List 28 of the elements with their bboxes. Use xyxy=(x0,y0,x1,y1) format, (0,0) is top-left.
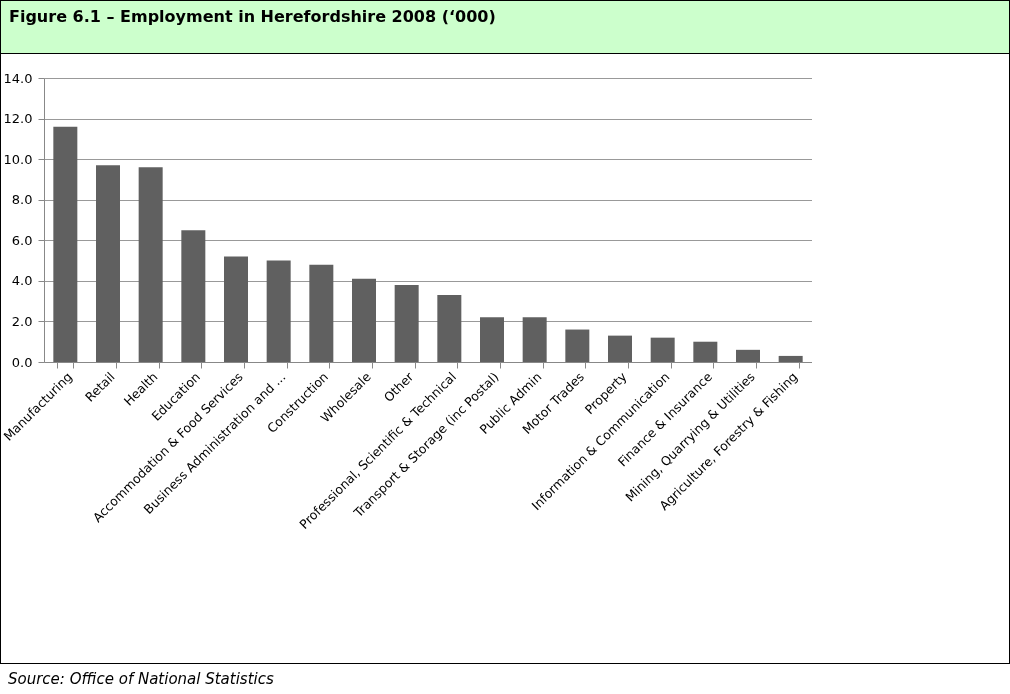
bar xyxy=(181,230,206,362)
y-tick-label: 0.0 xyxy=(11,354,33,370)
bar xyxy=(650,337,675,362)
chart-title: Figure 6.1 – Employment in Herefordshire 2008 (‘000) xyxy=(0,0,1010,54)
bar xyxy=(352,278,376,362)
bar xyxy=(53,126,78,362)
bar xyxy=(736,349,760,362)
y-tick-label: 10.0 xyxy=(3,151,33,167)
bar xyxy=(437,295,462,362)
bar xyxy=(565,329,590,362)
y-tick-label: 6.0 xyxy=(11,232,33,248)
bar xyxy=(309,264,334,362)
bar xyxy=(608,335,632,362)
bar xyxy=(96,165,120,362)
bar xyxy=(480,317,504,362)
source-note: Source: Office of National Statistics xyxy=(7,669,275,690)
bar xyxy=(138,167,163,362)
y-tick-label: 14.0 xyxy=(3,70,33,86)
bar xyxy=(266,260,291,362)
bar xyxy=(522,317,547,362)
bar xyxy=(394,284,419,362)
bar xyxy=(778,355,803,362)
y-tick-label: 12.0 xyxy=(3,111,33,127)
bar xyxy=(224,256,248,362)
y-tick-label: 4.0 xyxy=(11,273,33,289)
y-tick-label: 8.0 xyxy=(11,192,33,208)
y-tick-label: 2.0 xyxy=(11,313,33,329)
bar xyxy=(693,341,718,362)
